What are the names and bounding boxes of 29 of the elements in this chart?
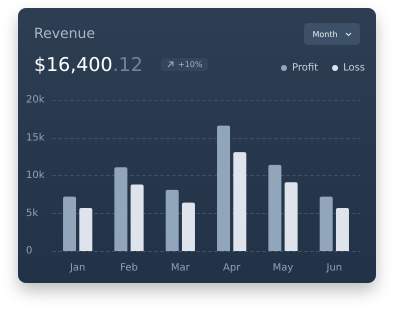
y-tick-label: 20k xyxy=(26,94,45,106)
bar xyxy=(114,167,128,251)
bar xyxy=(284,182,298,251)
bar xyxy=(166,190,179,251)
bar xyxy=(336,208,349,251)
x-tick-label: Jan xyxy=(68,262,86,274)
x-tick-label: Mar xyxy=(170,262,191,274)
legend-label: Loss xyxy=(343,62,366,74)
x-tick-label: Jun xyxy=(326,262,342,274)
x-tick-label: Apr xyxy=(223,262,242,274)
y-tick-label: 5k xyxy=(26,208,38,219)
y-tick-label: 15k xyxy=(26,132,45,144)
chart-subtitle: $16,400.12 xyxy=(34,54,143,76)
bar xyxy=(130,184,144,251)
text: +10% xyxy=(178,60,202,69)
bar xyxy=(63,196,76,251)
y-tick-label: 10k xyxy=(26,170,45,181)
bar xyxy=(268,164,282,251)
bar xyxy=(320,196,333,251)
y-tick-label: 0 xyxy=(26,246,32,256)
x-tick-label: Feb xyxy=(120,262,138,274)
x-tick-label: May xyxy=(272,262,294,274)
dropdown: Month xyxy=(304,23,360,45)
bar xyxy=(233,152,246,251)
legend-label: Profit xyxy=(292,62,318,74)
bar xyxy=(79,208,92,251)
chart-title: Revenue xyxy=(34,26,95,42)
bar xyxy=(217,126,230,251)
bar xyxy=(182,202,195,251)
